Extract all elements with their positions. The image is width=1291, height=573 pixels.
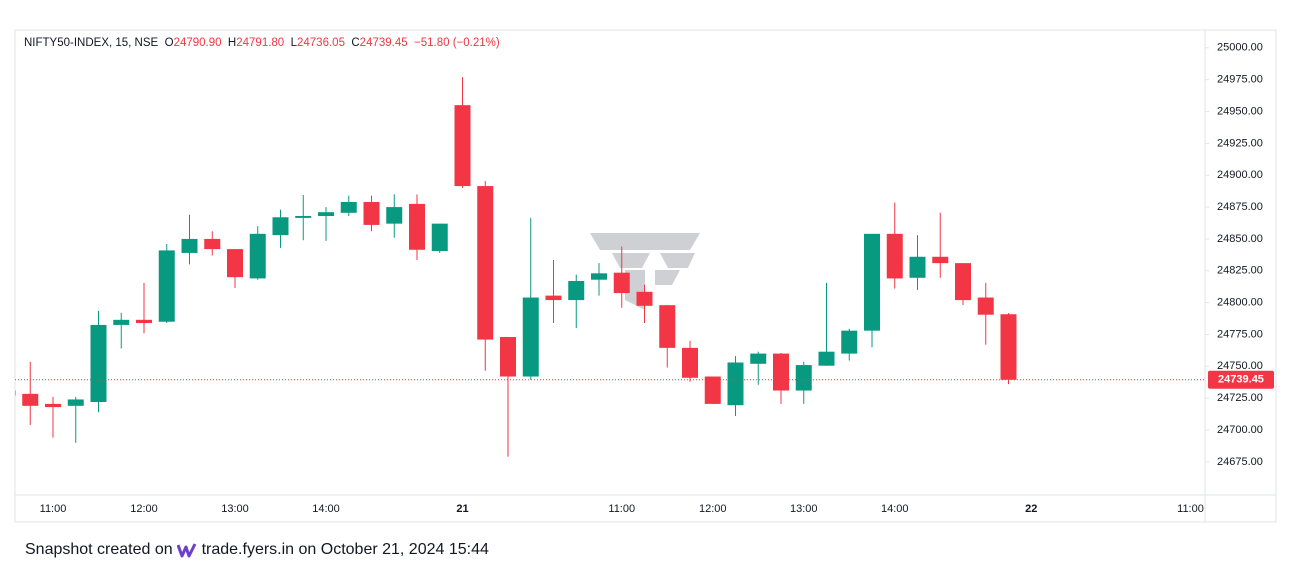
candle-body (386, 207, 403, 224)
x-tick-label: 14:00 (312, 503, 340, 515)
change: −51.80 (−0.21%) (414, 37, 500, 49)
x-tick-label: 12:00 (130, 503, 158, 515)
close-value: 24739.45 (359, 37, 408, 49)
candle-body (340, 201, 357, 213)
candle-body (136, 319, 152, 324)
candle-body (45, 403, 61, 408)
candle-body (568, 280, 585, 301)
candle-body (886, 233, 903, 279)
y-tick-label: 24825.00 (1217, 265, 1263, 277)
y-tick-label: 24925.00 (1217, 137, 1263, 149)
candle-body (864, 233, 880, 331)
y-tick-label: 24875.00 (1217, 201, 1263, 213)
y-tick-label: 25000.00 (1217, 42, 1263, 54)
candle-body (704, 376, 721, 404)
candle-body (591, 273, 607, 280)
candle-body (204, 238, 221, 250)
x-tick-label: 14:00 (881, 503, 909, 515)
candle-body (955, 263, 971, 301)
fyers-logo (177, 543, 197, 558)
candle-body (682, 347, 698, 378)
candle-body (477, 186, 494, 340)
y-tick-label: 24800.00 (1217, 297, 1263, 309)
footer: Snapshot created on trade.fyers.in on Oc… (25, 541, 489, 559)
candle-body (22, 393, 39, 406)
x-tick-label: 11:00 (40, 503, 67, 515)
price-label-box (1208, 370, 1274, 389)
candle-body (363, 201, 380, 225)
candle-body (90, 324, 107, 402)
y-tick-label: 24700.00 (1217, 424, 1263, 436)
candle-body (773, 353, 789, 391)
candle-body (295, 216, 312, 218)
candle-body (409, 203, 425, 250)
candle-body (636, 291, 653, 306)
candle-body (659, 305, 676, 348)
candle-body (249, 233, 266, 279)
y-tick-label: 24950.00 (1217, 105, 1263, 117)
x-tick-label: 22 (1025, 503, 1037, 515)
footer-site[interactable]: trade.fyers.in (201, 541, 295, 558)
x-tick-label: 13:00 (790, 503, 818, 515)
candle-body (15, 390, 16, 396)
low-value: 24736.05 (297, 37, 345, 49)
x-tick-label: 21 (456, 503, 468, 515)
candle-body (227, 249, 243, 278)
y-tick-label: 24675.00 (1217, 456, 1263, 468)
candle-body (909, 256, 926, 278)
symbol: NIFTY50-INDEX, 15, NSE (24, 37, 159, 49)
candle-body (613, 272, 630, 294)
price-label: 24739.45 (1218, 374, 1264, 386)
candle-body (454, 105, 471, 187)
candle-body (727, 362, 744, 406)
x-tick-label: 13:00 (221, 503, 249, 515)
footer-suffix: on October 21, 2024 15:44 (298, 541, 489, 558)
chart-frame (14, 29, 1277, 523)
y-tick-label: 24775.00 (1217, 328, 1263, 340)
candle-body (750, 353, 767, 364)
y-tick-label: 24750.00 (1217, 360, 1263, 372)
candle-body (795, 365, 812, 391)
candle-body (932, 256, 949, 264)
symbol-header: NIFTY50-INDEX, 15, NSE O24790.90 H24791.… (24, 37, 500, 49)
close-label: C (351, 37, 360, 49)
y-tick-label: 24900.00 (1217, 169, 1263, 181)
footer-prefix: Snapshot created on (25, 541, 173, 558)
candle-body (500, 337, 516, 377)
x-tick-label: 12:00 (699, 503, 727, 515)
candle-body (1000, 314, 1017, 380)
candle-body (522, 297, 539, 377)
high-value: 24791.80 (236, 37, 285, 49)
candle-body (318, 212, 334, 216)
x-tick-label: 11:00 (608, 503, 635, 515)
y-tick-label: 24725.00 (1217, 392, 1263, 404)
candle-body (158, 250, 175, 322)
candle-body (818, 351, 835, 366)
low-label: L (290, 37, 297, 49)
high-label: H (227, 37, 237, 49)
y-tick-label: 24975.00 (1217, 74, 1263, 86)
candle-body (272, 217, 289, 236)
y-tick-label: 24850.00 (1217, 233, 1263, 245)
chart: 24675.00 24700.00 24725.00 24750.00 24775.00… (14, 29, 1277, 523)
open-label: O (164, 37, 174, 49)
candle-body (431, 223, 448, 252)
open-value: 24790.90 (173, 37, 222, 49)
candle-body (545, 295, 562, 301)
candle-body (67, 399, 84, 406)
x-tick-label: 11:00 (1177, 503, 1204, 515)
candle-body (113, 319, 130, 325)
candle-body (977, 297, 994, 315)
candle-body (841, 330, 858, 354)
candle-body (181, 238, 198, 253)
plot-area (15, 77, 1205, 457)
